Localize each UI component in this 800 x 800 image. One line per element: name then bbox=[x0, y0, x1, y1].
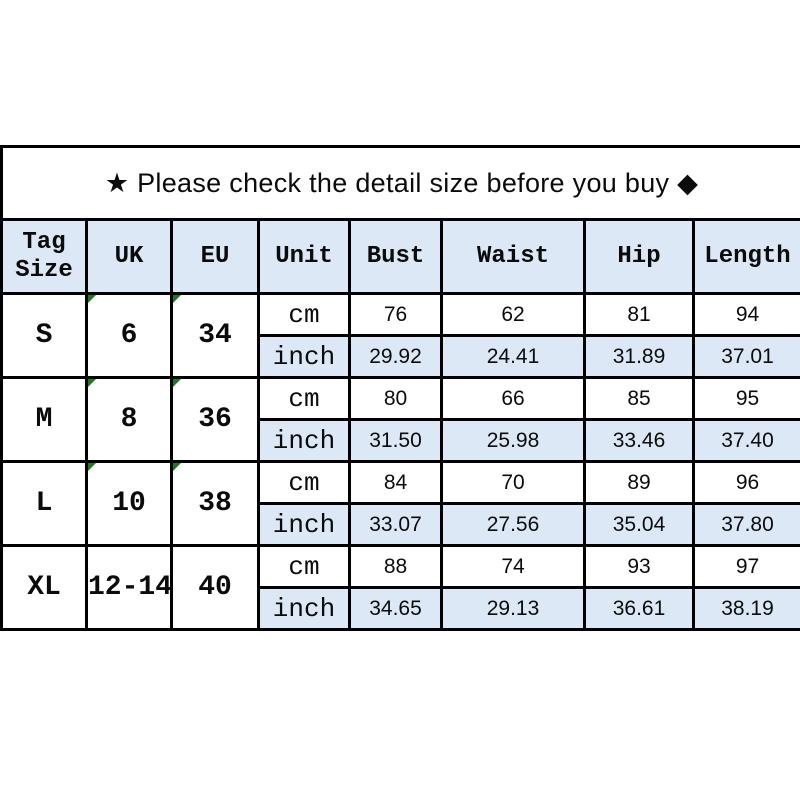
value-cell-length: 96 bbox=[691, 460, 800, 505]
eu-value: 36 bbox=[198, 404, 232, 435]
header-cell-tag-size: Tag Size bbox=[0, 218, 88, 295]
table-row-m-inch: inch 31.50 25.98 33.46 37.40 bbox=[2, 418, 800, 463]
value-cell-waist: 66 bbox=[440, 376, 586, 421]
green-corner-marker-icon bbox=[89, 296, 96, 303]
uk-value: 10 bbox=[112, 488, 146, 519]
value-cell-length: 97 bbox=[691, 544, 800, 589]
eu-cell: 36 bbox=[170, 376, 260, 463]
green-corner-marker-icon bbox=[174, 380, 181, 387]
value-cell-bust: 34.65 bbox=[348, 586, 443, 631]
header-cell-eu: EU bbox=[170, 218, 260, 295]
value-cell-waist: 25.98 bbox=[440, 418, 586, 463]
unit-cell-inch: inch bbox=[257, 502, 351, 547]
eu-cell: 38 bbox=[170, 460, 260, 547]
header-cell-bust: Bust bbox=[348, 218, 443, 295]
table-row-m-cm: M 8 36 cm 80 66 85 95 bbox=[0, 376, 800, 463]
uk-value: 6 bbox=[120, 320, 138, 351]
uk-cell: 8 bbox=[85, 376, 173, 463]
table-row-xl-inch: inch 34.65 29.13 36.61 38.19 bbox=[2, 586, 800, 631]
header-cell-unit: Unit bbox=[257, 218, 351, 295]
unit-cell-cm: cm bbox=[257, 460, 351, 505]
size-cell: XL bbox=[0, 544, 88, 631]
uk-value: 8 bbox=[120, 404, 138, 435]
table-row-l-cm: L 10 38 cm 84 70 89 96 bbox=[0, 460, 800, 547]
unit-cell-cm: cm bbox=[257, 292, 351, 337]
green-corner-marker-icon bbox=[174, 464, 181, 471]
eu-cell: 40 bbox=[170, 544, 260, 631]
uk-cell: 6 bbox=[85, 292, 173, 379]
header-cell-waist: Waist bbox=[440, 218, 586, 295]
banner-row: ★ Please check the detail size before yo… bbox=[0, 145, 800, 221]
value-cell-bust: 84 bbox=[348, 460, 443, 505]
unit-cell-cm: cm bbox=[257, 376, 351, 421]
eu-value: 34 bbox=[198, 320, 232, 351]
size-cell: M bbox=[0, 376, 88, 463]
green-corner-marker-icon bbox=[174, 296, 181, 303]
value-cell-bust: 80 bbox=[348, 376, 443, 421]
value-cell-bust: 33.07 bbox=[348, 502, 443, 547]
value-cell-bust: 31.50 bbox=[348, 418, 443, 463]
value-cell-bust: 88 bbox=[348, 544, 443, 589]
header-cell-uk: UK bbox=[85, 218, 173, 295]
green-corner-marker-icon bbox=[89, 464, 96, 471]
value-cell-hip: 36.61 bbox=[583, 586, 695, 631]
size-chart-table: ★ Please check the detail size before yo… bbox=[0, 145, 800, 631]
value-cell-hip: 33.46 bbox=[583, 418, 695, 463]
value-cell-waist: 74 bbox=[440, 544, 586, 589]
notice-banner: ★ Please check the detail size before yo… bbox=[0, 145, 800, 221]
table-row-l-inch: inch 33.07 27.56 35.04 37.80 bbox=[2, 502, 800, 547]
value-cell-hip: 81 bbox=[583, 292, 695, 337]
table-row-s-inch: inch 29.92 24.41 31.89 37.01 bbox=[2, 334, 800, 379]
value-cell-length: 37.80 bbox=[691, 502, 800, 547]
header-row: Tag Size UK EU Unit Bust Waist Hip Lengt… bbox=[0, 218, 800, 295]
value-cell-hip: 35.04 bbox=[583, 502, 695, 547]
value-cell-length: 94 bbox=[691, 292, 800, 337]
value-cell-bust: 76 bbox=[348, 292, 443, 337]
eu-cell: 34 bbox=[170, 292, 260, 379]
value-cell-waist: 70 bbox=[440, 460, 586, 505]
value-cell-waist: 62 bbox=[440, 292, 586, 337]
size-cell: S bbox=[0, 292, 88, 379]
value-cell-length: 95 bbox=[691, 376, 800, 421]
value-cell-length: 37.40 bbox=[691, 418, 800, 463]
value-cell-bust: 29.92 bbox=[348, 334, 443, 379]
unit-cell-inch: inch bbox=[257, 334, 351, 379]
unit-cell-inch: inch bbox=[257, 586, 351, 631]
eu-value: 38 bbox=[198, 488, 232, 519]
green-corner-marker-icon bbox=[89, 380, 96, 387]
uk-cell: 12-14 bbox=[85, 544, 173, 631]
value-cell-length: 37.01 bbox=[691, 334, 800, 379]
unit-cell-inch: inch bbox=[257, 418, 351, 463]
value-cell-waist: 27.56 bbox=[440, 502, 586, 547]
header-cell-hip: Hip bbox=[583, 218, 695, 295]
value-cell-waist: 24.41 bbox=[440, 334, 586, 379]
value-cell-hip: 85 bbox=[583, 376, 695, 421]
value-cell-hip: 89 bbox=[583, 460, 695, 505]
header-cell-length: Length bbox=[691, 218, 800, 295]
uk-cell: 10 bbox=[85, 460, 173, 547]
table-row-xl-cm: XL 12-14 40 cm 88 74 93 97 bbox=[0, 544, 800, 631]
unit-cell-cm: cm bbox=[257, 544, 351, 589]
size-cell: L bbox=[0, 460, 88, 547]
value-cell-waist: 29.13 bbox=[440, 586, 586, 631]
value-cell-length: 38.19 bbox=[691, 586, 800, 631]
value-cell-hip: 31.89 bbox=[583, 334, 695, 379]
table-row-s-cm: S 6 34 cm 76 62 81 94 bbox=[0, 292, 800, 379]
value-cell-hip: 93 bbox=[583, 544, 695, 589]
